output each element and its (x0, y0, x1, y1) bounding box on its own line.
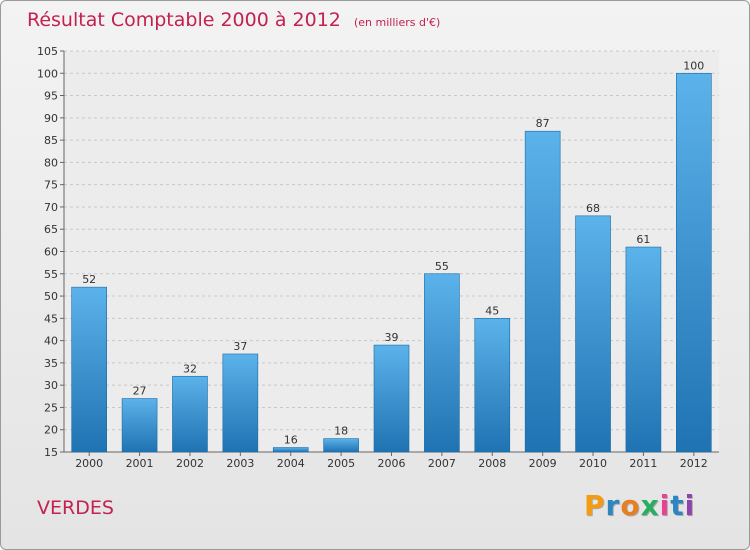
logo-letter: i (659, 489, 671, 522)
chart-title: Résultat Comptable 2000 à 2012 (27, 9, 341, 31)
bar-2003 (222, 353, 259, 453)
y-tick-label: 65 (44, 223, 58, 236)
x-tick-label: 2002 (176, 457, 204, 470)
logo-letter: r (605, 489, 621, 522)
y-tick-label: 35 (44, 357, 58, 370)
bar-2002 (172, 375, 208, 453)
x-tick-label: 2008 (478, 457, 506, 470)
bar-2007 (424, 273, 460, 453)
bar-value-label: 16 (284, 434, 298, 447)
bar-2000 (71, 286, 107, 453)
logo-letter: t (670, 489, 685, 522)
bar-2011 (625, 246, 662, 453)
bar-2012 (676, 72, 712, 453)
logo-letter: P (584, 489, 606, 522)
bar-value-label: 52 (82, 273, 96, 286)
chart-subtitle: (en milliers d'€) (353, 16, 441, 29)
y-tick-label: 105 (37, 45, 58, 58)
y-tick-label: 40 (44, 335, 58, 348)
bar-value-label: 18 (334, 425, 348, 438)
bar-value-label: 39 (385, 331, 399, 344)
bar-value-label: 45 (485, 304, 499, 317)
bar-value-label: 100 (683, 59, 704, 72)
bar-2008 (474, 318, 511, 453)
bar-value-label: 61 (636, 233, 650, 246)
bar-value-label: 55 (435, 260, 449, 273)
x-tick-label: 2007 (428, 457, 456, 470)
y-tick-label: 25 (44, 401, 58, 414)
x-tick-label: 2010 (579, 457, 607, 470)
y-tick-label: 75 (44, 179, 58, 192)
x-tick-label: 2000 (75, 457, 103, 470)
y-tick-label: 100 (37, 67, 58, 80)
bar-2006 (373, 344, 410, 453)
logo-letter: i (684, 489, 696, 522)
y-tick-label: 45 (44, 312, 58, 325)
bar-value-label: 27 (133, 385, 147, 398)
x-tick-label: 2005 (327, 457, 355, 470)
bar-value-label: 37 (233, 340, 247, 353)
bar-value-label: 87 (536, 117, 550, 130)
y-tick-label: 20 (44, 424, 58, 437)
y-tick-label: 55 (44, 268, 58, 281)
x-tick-label: 2012 (680, 457, 708, 470)
logo-letter: o (620, 489, 641, 522)
x-tick-label: 2011 (629, 457, 657, 470)
y-tick-label: 50 (44, 290, 58, 303)
y-tick-label: 95 (44, 90, 58, 103)
place-name: VERDES (37, 497, 114, 519)
y-tick-label: 60 (44, 246, 58, 259)
y-tick-label: 15 (44, 446, 58, 459)
bar-2001 (121, 398, 158, 453)
y-tick-label: 85 (44, 134, 58, 147)
y-tick-label: 90 (44, 112, 58, 125)
y-tick-label: 70 (44, 201, 58, 214)
y-tick-label: 80 (44, 156, 58, 169)
x-tick-label: 2004 (277, 457, 305, 470)
bar-value-label: 32 (183, 362, 197, 375)
chart-title-block: Résultat Comptable 2000 à 2012 (en milli… (27, 9, 440, 31)
bar-2009 (524, 130, 561, 453)
bar-2010 (575, 215, 611, 453)
proxiti-logo[interactable]: Proxiti (584, 489, 695, 522)
bar-value-label: 68 (586, 202, 600, 215)
x-tick-label: 2009 (529, 457, 557, 470)
x-tick-label: 2001 (126, 457, 154, 470)
bar-2005 (323, 438, 359, 453)
x-tick-label: 2006 (378, 457, 406, 470)
x-tick-label: 2003 (226, 457, 254, 470)
bar-2004 (272, 447, 309, 453)
logo-letter: x (640, 489, 660, 522)
y-tick-label: 30 (44, 379, 58, 392)
